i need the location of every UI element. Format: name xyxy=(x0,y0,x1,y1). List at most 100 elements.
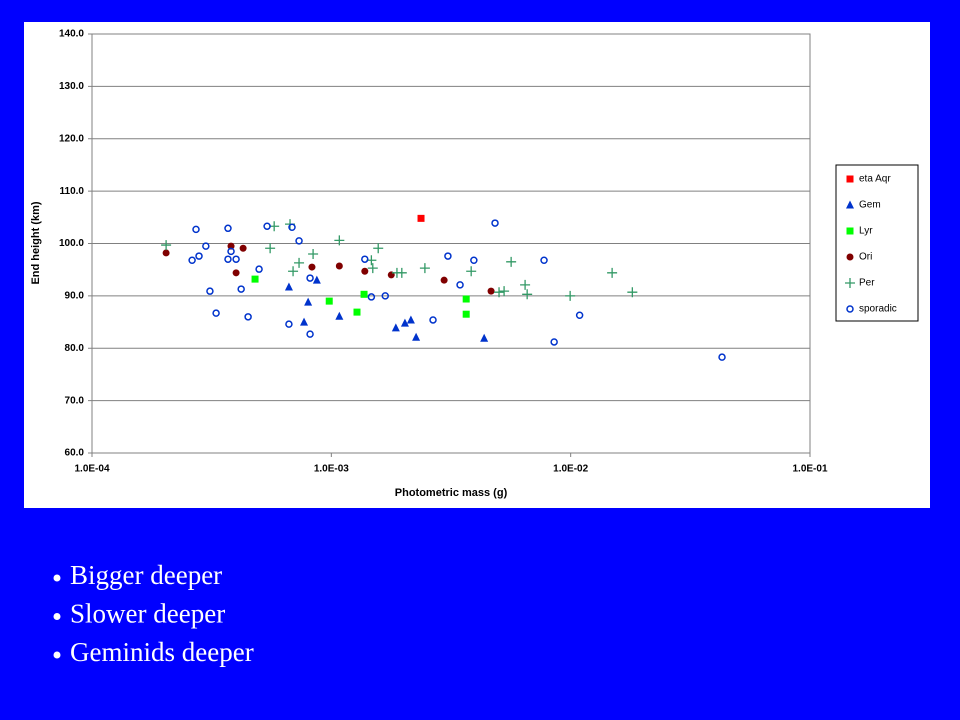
marker-open-circle xyxy=(263,222,271,230)
marker-open-circle xyxy=(456,281,464,289)
marker-circle xyxy=(361,267,369,275)
marker-open-circle xyxy=(444,252,452,260)
marker-open-circle xyxy=(575,311,584,320)
marker-open-circle xyxy=(295,237,303,245)
marker-triangle xyxy=(312,275,321,284)
marker-open-circle xyxy=(188,256,196,265)
x-tick-label: 1.0E-01 xyxy=(792,464,827,475)
marker-open-circle xyxy=(244,313,252,321)
marker-plus xyxy=(466,266,477,277)
marker-plus xyxy=(308,248,319,259)
legend-label: Lyr xyxy=(859,226,873,237)
y-tick-label: 140.0 xyxy=(59,29,84,40)
marker-square xyxy=(462,295,470,303)
legend-label: sporadic xyxy=(859,304,897,315)
marker-circle xyxy=(308,263,316,271)
bullet-text: Slower deeper xyxy=(70,599,225,629)
marker-open-circle xyxy=(195,252,203,260)
marker-open-circle xyxy=(470,256,478,265)
marker-open-circle xyxy=(224,224,232,233)
x-axis-label: Photometric mass (g) xyxy=(395,487,508,499)
y-tick-label: 120.0 xyxy=(59,133,84,144)
x-tick-label: 1.0E-04 xyxy=(74,464,109,475)
marker-plus xyxy=(161,240,172,251)
marker-open-circle xyxy=(306,274,314,282)
marker-open-circle xyxy=(429,316,437,324)
marker-open-circle xyxy=(361,255,369,263)
marker-plus xyxy=(396,267,407,278)
marker-square xyxy=(846,175,854,183)
marker-open-circle xyxy=(846,305,854,313)
marker-plus xyxy=(520,279,531,290)
y-tick-label: 110.0 xyxy=(60,186,85,197)
marker-plus xyxy=(506,256,517,267)
marker-plus xyxy=(419,263,430,274)
marker-plus xyxy=(607,267,618,278)
marker-open-circle xyxy=(381,292,390,300)
legend-label: Ori xyxy=(859,252,872,263)
marker-triangle xyxy=(284,282,293,291)
marker-plus xyxy=(294,257,305,268)
bullet-dot xyxy=(53,651,61,659)
marker-circle xyxy=(846,253,854,261)
marker-circle xyxy=(227,242,235,250)
bullet-text: Bigger deeper xyxy=(70,560,222,590)
bullet-dot xyxy=(53,574,61,582)
marker-circle xyxy=(440,276,448,284)
bullet-dot xyxy=(53,613,61,620)
marker-circle xyxy=(232,269,240,277)
marker-triangle xyxy=(412,332,421,341)
marker-open-circle xyxy=(224,255,232,263)
marker-open-circle xyxy=(540,256,548,265)
marker-open-circle xyxy=(212,309,220,317)
marker-square xyxy=(417,214,425,222)
marker-square xyxy=(462,310,470,318)
marker-triangle xyxy=(300,317,309,326)
marker-open-circle xyxy=(285,320,293,328)
marker-circle xyxy=(487,287,495,295)
marker-plus xyxy=(565,290,576,301)
marker-plus xyxy=(367,263,378,274)
legend-label: Per xyxy=(859,278,875,289)
marker-plus xyxy=(845,278,855,288)
marker-square xyxy=(353,308,361,316)
marker-open-circle xyxy=(202,242,210,250)
marker-open-circle xyxy=(288,223,296,232)
legend-label: eta Aqr xyxy=(859,174,891,185)
marker-open-circle xyxy=(550,338,558,346)
marker-square xyxy=(846,227,854,235)
marker-circle xyxy=(335,262,343,270)
marker-triangle xyxy=(304,297,313,306)
marker-triangle xyxy=(846,200,854,209)
marker-triangle xyxy=(391,323,400,332)
marker-open-circle xyxy=(306,330,314,338)
marker-plus xyxy=(373,243,384,254)
y-tick-label: 70.0 xyxy=(65,395,85,406)
marker-triangle xyxy=(480,333,489,342)
marker-open-circle xyxy=(491,219,499,227)
marker-square xyxy=(325,297,333,305)
marker-circle xyxy=(162,249,170,257)
marker-plus xyxy=(499,286,510,297)
y-tick-label: 60.0 xyxy=(65,448,85,459)
marker-open-circle xyxy=(255,265,263,273)
y-tick-label: 80.0 xyxy=(65,343,85,354)
y-tick-label: 130.0 xyxy=(59,81,84,92)
marker-open-circle xyxy=(367,293,376,301)
marker-plus xyxy=(288,266,299,277)
legend-label: Gem xyxy=(859,200,881,211)
marker-triangle xyxy=(335,311,344,320)
bullet-text: Geminids deeper xyxy=(70,637,254,667)
marker-square xyxy=(360,290,368,298)
marker-open-circle xyxy=(232,255,240,263)
y-tick-label: 100.0 xyxy=(59,238,84,249)
marker-plus xyxy=(627,287,638,298)
marker-plus xyxy=(334,235,345,246)
marker-square xyxy=(251,275,259,283)
marker-open-circle xyxy=(237,285,245,293)
x-tick-label: 1.0E-03 xyxy=(314,464,349,475)
marker-plus xyxy=(265,243,276,254)
marker-open-circle xyxy=(718,353,726,361)
marker-triangle xyxy=(406,315,415,324)
